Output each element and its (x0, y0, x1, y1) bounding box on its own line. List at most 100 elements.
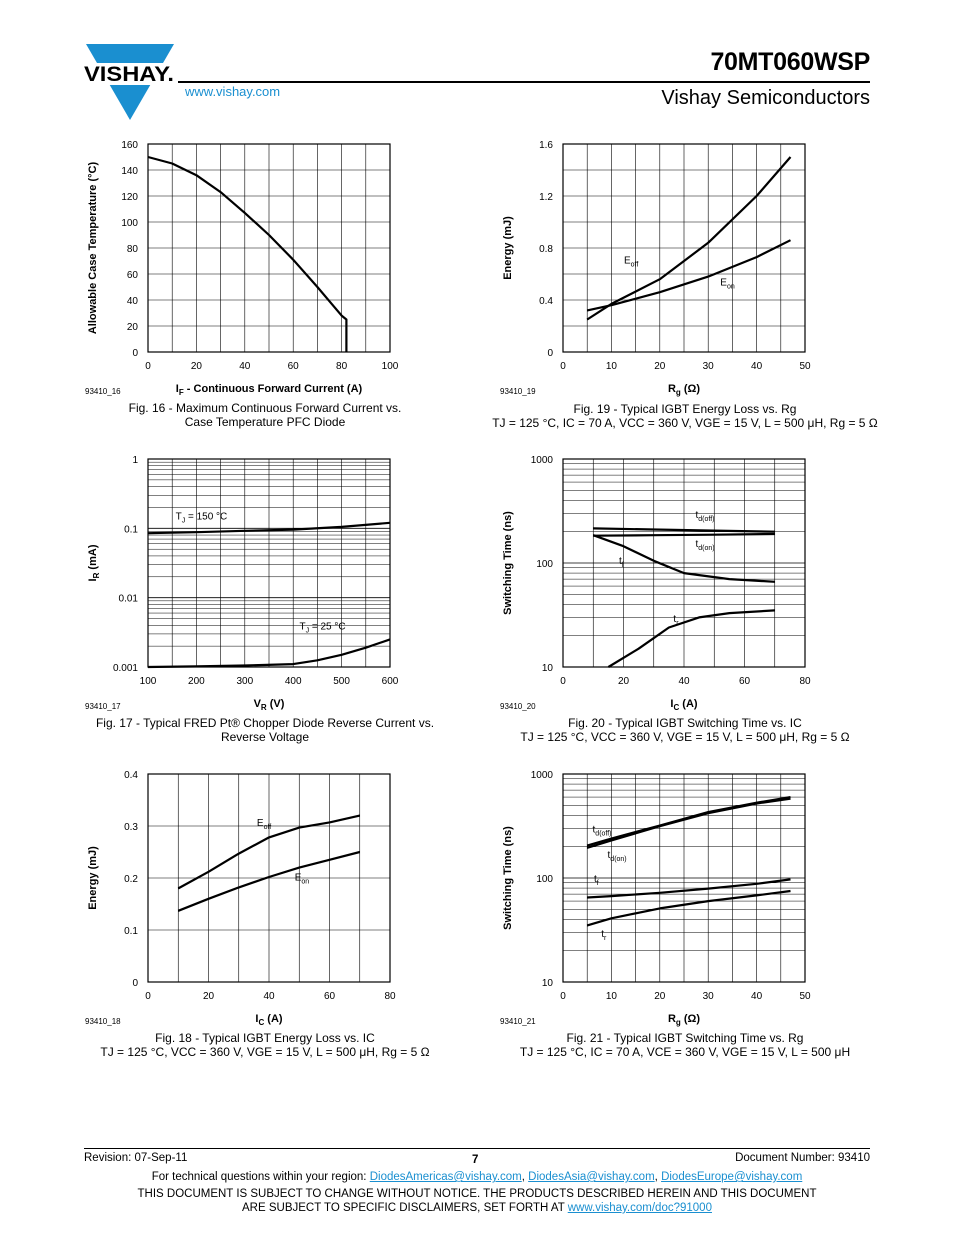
footer-rule (84, 1148, 870, 1149)
curve-label: td(off) (593, 824, 612, 837)
email-asia-link[interactable]: DiodesAsia@vishay.com (528, 1171, 655, 1183)
series-line-1 (593, 527, 775, 533)
series-line-2 (593, 532, 775, 537)
series-line-3 (592, 534, 775, 583)
grid (147, 143, 391, 353)
figure-code: 93410_19 (500, 387, 536, 396)
figure-code: 93410_20 (500, 702, 536, 711)
series-line-2 (586, 797, 791, 849)
x-tick-label: 80 (384, 991, 396, 1002)
contact-prefix: For technical questions within your regi… (151, 1171, 370, 1183)
y-axis-label: Energy (mJ) (502, 216, 514, 280)
technical-contact: For technical questions within your regi… (151, 1171, 803, 1183)
x-tick-label: 0 (560, 361, 566, 372)
disclaimer-link[interactable]: www.vishay.com/doc?91000 (567, 1202, 712, 1214)
plot-frame (147, 143, 391, 353)
x-tick-label: 40 (263, 991, 275, 1002)
curve-label: TJ = 150 °C (176, 511, 228, 524)
header-rule (178, 81, 870, 83)
figure-code: 93410_16 (85, 387, 121, 396)
caption-fig16: Fig. 16 - Maximum Continuous Forward Cur… (80, 401, 450, 429)
part-number: 70MT060WSP (710, 48, 870, 76)
figure-code: 93410_17 (85, 702, 121, 711)
curve-label: TJ = 25 °C (299, 621, 345, 634)
curve-label: Eon (295, 873, 310, 886)
x-axis-label: Rg (Ω) (668, 383, 700, 397)
caption-line: TJ = 125 °C, VCC = 360 V, VGE = 15 V, L … (520, 730, 850, 744)
x-tick-label: 80 (336, 361, 348, 372)
x-tick-label: 30 (703, 991, 715, 1002)
x-tick-label: 20 (654, 991, 666, 1002)
x-tick-label: 20 (618, 676, 630, 687)
caption-line: Fig. 19 - Typical IGBT Energy Loss vs. R… (573, 402, 797, 416)
x-tick-label: 40 (678, 676, 690, 687)
y-tick-label: 160 (121, 140, 138, 151)
curve-label: Eoff (624, 256, 638, 269)
series-line-1 (177, 814, 361, 890)
x-tick-label: 300 (236, 676, 253, 687)
y-tick-label: 100 (536, 559, 553, 570)
curve-label: tf (594, 874, 599, 887)
caption-line: TJ = 125 °C, IC = 70 A, VCE = 360 V, VGE… (519, 1045, 851, 1059)
y-axis-label: Energy (mJ) (87, 846, 99, 910)
x-tick-label: 0 (560, 676, 566, 687)
x-tick-label: 50 (799, 991, 811, 1002)
caption-line: Fig. 21 - Typical IGBT Switching Time vs… (566, 1031, 804, 1045)
caption-line: Reverse Voltage (220, 730, 310, 744)
y-tick-label: 60 (127, 270, 139, 281)
curve-label: tr (673, 614, 679, 627)
x-tick-label: 20 (191, 361, 203, 372)
y-tick-label: 0.01 (119, 594, 139, 605)
plot-frame (147, 773, 391, 983)
caption-line: TJ = 125 °C, VCC = 360 V, VGE = 15 V, L … (100, 1045, 430, 1059)
x-tick-label: 20 (203, 991, 215, 1002)
chart-fig19: 0 10 20 30 40 50 0 0.4 0.8 1.2 1.6 Eoff Eon Rg (Ω) Ene… (500, 140, 811, 397)
caption-line: Fig. 18 - Typical IGBT Energy Loss vs. I… (155, 1031, 375, 1045)
x-tick-label: 10 (606, 361, 618, 372)
x-tick-label: 400 (285, 676, 302, 687)
email-americas-link[interactable]: DiodesAmericas@vishay.com (369, 1171, 522, 1183)
x-tick-label: 200 (188, 676, 205, 687)
vishay-logo: VISHAY. (84, 44, 176, 120)
caption-fig18: Fig. 18 - Typical IGBT Energy Loss vs. I… (80, 1031, 450, 1059)
caption-line: Case Temperature PFC Diode (184, 415, 346, 429)
y-tick-label: 100 (121, 218, 138, 229)
disclaimer-line-2: ARE SUBJECT TO SPECIFIC DISCLAIMERS, SET… (0, 1202, 954, 1214)
website-link[interactable]: www.vishay.com (185, 84, 281, 99)
y-tick-label: 80 (127, 244, 139, 255)
plot-frame (147, 458, 391, 668)
company-name: Vishay Semiconductors (661, 87, 870, 109)
caption-line: Fig. 17 - Typical FRED Pt® Chopper Diode… (95, 716, 435, 730)
y-axis-label: Switching Time (ns) (502, 826, 514, 930)
caption-line: Fig. 20 - Typical IGBT Switching Time vs… (568, 716, 802, 730)
curve-label: tr (601, 929, 607, 942)
caption-line: TJ = 125 °C, IC = 70 A, VCC = 360 V, VGE… (492, 416, 878, 430)
caption-fig17: Fig. 17 - Typical FRED Pt® Chopper Diode… (80, 716, 450, 744)
x-axis-label: VR (V) (254, 698, 285, 712)
x-tick-label: 50 (799, 361, 811, 372)
y-tick-label: 40 (127, 296, 139, 307)
email-europe-link[interactable]: DiodesEurope@vishay.com (661, 1171, 803, 1183)
y-tick-label: 0 (132, 348, 138, 359)
x-axis-label: IC (A) (255, 1013, 283, 1027)
grid (562, 459, 806, 668)
curve-label: td(on) (608, 850, 627, 863)
x-tick-label: 60 (739, 676, 751, 687)
chart-fig17: 100 200 300 400 500 600 0.001 0.01 0.1 1 TJ = 150 … (85, 455, 399, 712)
grid (562, 774, 806, 983)
y-tick-label: 120 (121, 192, 138, 203)
y-axis-label: Switching Time (ns) (502, 511, 514, 615)
figure-code: 93410_18 (85, 1017, 121, 1026)
chart-fig21: 0 10 20 30 40 50 10 100 1000 td(off) td(on) tf tr Rg … (500, 770, 811, 1027)
y-tick-label: 0.8 (539, 244, 553, 255)
x-tick-label: 40 (751, 991, 763, 1002)
y-tick-label: 10 (542, 663, 554, 674)
chart-fig16: 0 20 40 60 80 100 0 20 40 60 80 100 120 140 160 IF - Co… (85, 140, 399, 397)
x-tick-label: 0 (560, 991, 566, 1002)
x-tick-label: 0 (145, 991, 151, 1002)
disclaimer-prefix: ARE SUBJECT TO SPECIFIC DISCLAIMERS, SET… (242, 1202, 568, 1214)
x-axis-label: Rg (Ω) (668, 1013, 700, 1027)
disclaimer-line-1: THIS DOCUMENT IS SUBJECT TO CHANGE WITHO… (137, 1188, 817, 1200)
series-line-1 (586, 156, 792, 321)
plot-frame (562, 773, 806, 983)
